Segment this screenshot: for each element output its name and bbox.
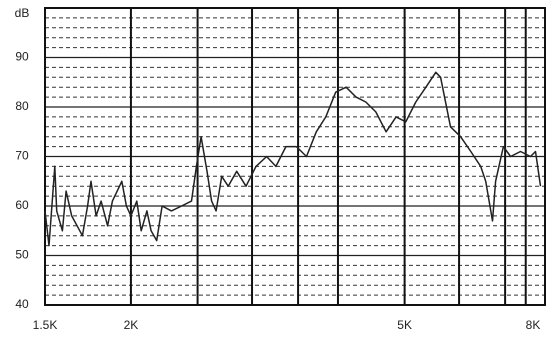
y-tick-label: 50: [15, 248, 29, 262]
y-tick-label: 60: [15, 198, 29, 212]
x-tick-label: 1.5K: [33, 318, 58, 332]
y-tick-label: 40: [15, 297, 29, 311]
y-tick-label: 90: [15, 50, 29, 64]
y-tick-label: 80: [15, 99, 29, 113]
x-tick-label: 5K: [397, 318, 412, 332]
x-tick-label: 2K: [124, 318, 139, 332]
plot-frame: [44, 7, 546, 306]
x-tick-label: 8K: [526, 318, 541, 332]
response-line: [44, 71, 542, 247]
y-tick-label: 70: [15, 149, 29, 163]
y-unit-label: dB: [15, 6, 30, 20]
